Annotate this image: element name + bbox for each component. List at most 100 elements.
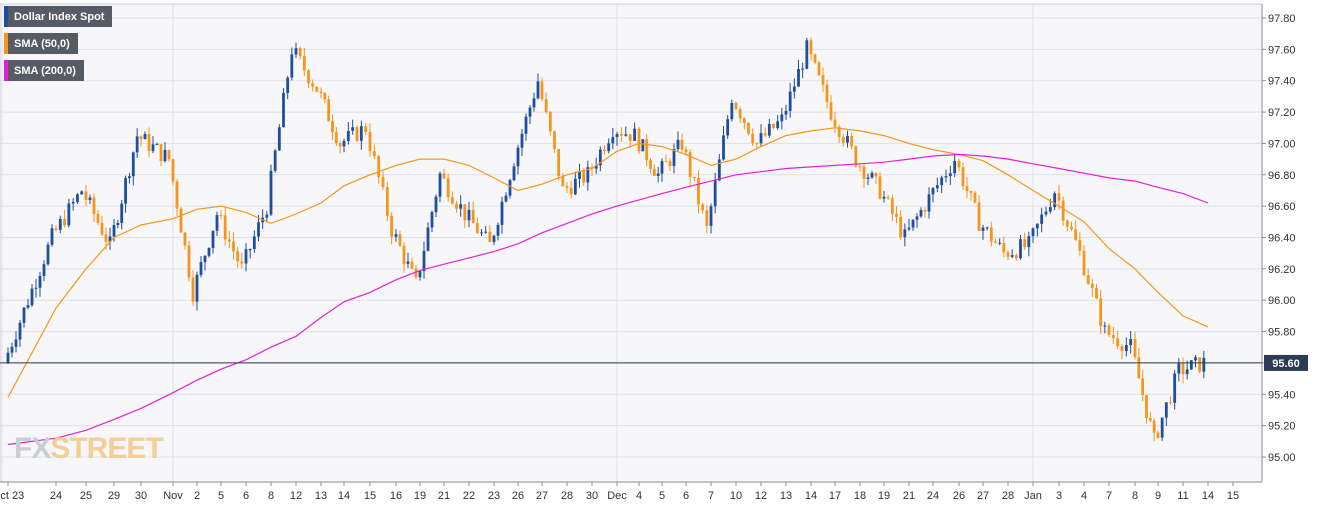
legend-item-sma-50[interactable]: SMA (50,0): [4, 33, 78, 54]
candle-body: [54, 228, 58, 230]
candle-body: [837, 126, 841, 138]
candle-body: [927, 194, 931, 212]
candle-body: [1156, 432, 1160, 438]
legend-label: SMA (200,0): [14, 64, 76, 77]
candle-body: [459, 204, 463, 209]
candle-body: [227, 239, 231, 242]
candle-body: [18, 322, 22, 340]
candle-body: [394, 234, 398, 237]
legend-swatch-sma-50: [4, 33, 8, 54]
candle-body: [135, 136, 139, 153]
candle-body: [139, 136, 143, 140]
candle-body: [722, 135, 725, 160]
candle-body: [50, 228, 54, 245]
candle-body: [10, 346, 14, 353]
candle-body: [471, 209, 475, 224]
candle-body: [1006, 252, 1010, 257]
candle-body: [524, 116, 528, 134]
candle-body: [672, 149, 676, 167]
candle-body: [994, 241, 997, 243]
x-axis: Oct 2324252930Nov25681213141516192122232…: [0, 481, 1262, 502]
candle-body: [709, 206, 713, 226]
candle-body: [1065, 220, 1069, 227]
sma-50-line: [7, 127, 1209, 398]
candle-body: [346, 130, 350, 141]
candle-body: [1031, 228, 1035, 237]
legend-item-dollar-index[interactable]: Dollar Index Spot: [4, 6, 113, 27]
candle-body: [406, 261, 410, 264]
x-tick-label: 21: [903, 490, 915, 502]
candle-body: [833, 119, 837, 127]
x-tick-label: 22: [463, 490, 475, 502]
candle-body: [660, 161, 664, 174]
candle-body: [784, 110, 788, 115]
candle-body: [175, 181, 179, 209]
x-tick-label: 26: [512, 490, 524, 502]
candle-body: [359, 126, 363, 141]
candle-body: [772, 123, 775, 129]
x-tick-label: 30: [586, 490, 598, 502]
y-tick-label: 96.20: [1268, 264, 1296, 276]
x-tick-label: 7: [708, 490, 714, 502]
candle-body: [1061, 200, 1065, 221]
candle-body: [825, 84, 829, 103]
candle-body: [277, 127, 281, 151]
candle-body: [594, 165, 598, 169]
x-tick-label: 28: [1002, 490, 1014, 502]
x-tick-label: 3: [1056, 490, 1062, 502]
x-tick-label: 26: [953, 490, 965, 502]
y-tick-label: 96.60: [1268, 201, 1296, 213]
candle-body: [817, 62, 821, 76]
candle-body: [688, 152, 692, 177]
candle-body: [821, 75, 825, 85]
candle-body: [207, 247, 211, 256]
candle-body: [969, 191, 973, 193]
x-tick-label: 13: [780, 490, 792, 502]
candle-body: [311, 83, 315, 87]
candle-body: [899, 216, 903, 238]
x-tick-label: Jan: [1024, 490, 1042, 502]
candle-body: [414, 268, 418, 278]
candle-body: [364, 126, 368, 132]
candle-body: [797, 69, 800, 87]
candle-body: [116, 222, 120, 226]
candle-body: [874, 172, 878, 177]
candle-body: [244, 249, 248, 264]
candle-body: [211, 230, 215, 248]
candle-body: [931, 188, 935, 195]
x-tick-label: 24: [50, 490, 62, 502]
candle-body: [961, 167, 965, 187]
candle-body: [649, 160, 652, 169]
candle-body: [131, 152, 135, 177]
candle-body: [298, 48, 302, 57]
candle-body: [88, 197, 92, 200]
candle-body: [240, 261, 244, 264]
candle-body: [809, 40, 813, 55]
candle-body: [923, 210, 927, 212]
candle-body: [1040, 214, 1044, 224]
x-tick-label: 13: [315, 490, 327, 502]
legend-item-sma-200[interactable]: SMA (200,0): [4, 60, 84, 81]
candle-body: [38, 275, 42, 288]
candle-body: [84, 191, 88, 200]
x-tick-label: 10: [730, 490, 742, 502]
candle-body: [500, 201, 504, 225]
candle-body: [252, 236, 256, 250]
candle-body: [80, 191, 84, 195]
candle-body: [215, 215, 219, 231]
candle-body: [578, 171, 581, 179]
candle-body: [878, 176, 882, 199]
candle-body: [907, 227, 911, 230]
candle-body: [882, 196, 886, 199]
candle-body: [42, 264, 46, 276]
candle-body: [368, 131, 372, 152]
candle-body: [684, 149, 688, 153]
candle-body: [1164, 402, 1168, 418]
candle-body: [680, 139, 684, 150]
candle-body: [446, 178, 450, 198]
candle-body: [438, 173, 442, 197]
candle-body: [232, 241, 235, 252]
candle-body: [1103, 325, 1107, 327]
candle-body: [508, 180, 512, 196]
candle-body: [858, 166, 862, 168]
